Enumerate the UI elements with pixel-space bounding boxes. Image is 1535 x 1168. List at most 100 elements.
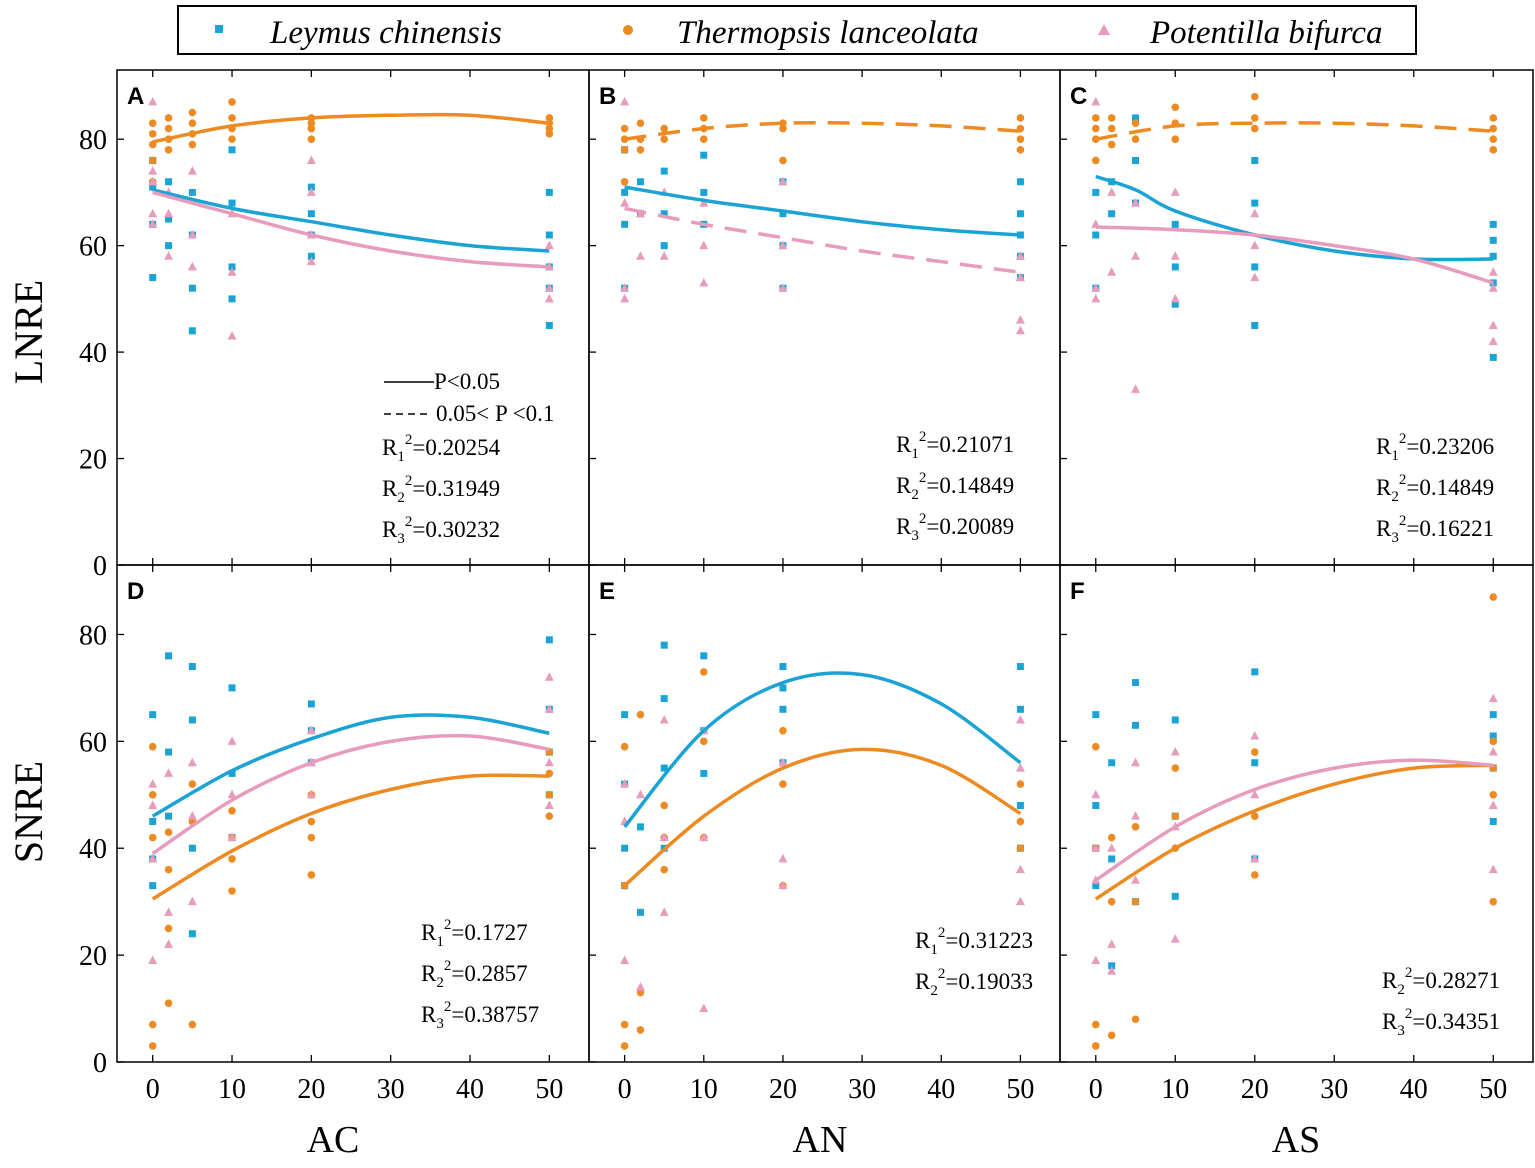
point-potentilla: [1015, 251, 1025, 260]
point-thermopsis: [1091, 124, 1100, 133]
x-tick-label: 30: [848, 1074, 876, 1105]
point-potentilla: [635, 251, 645, 260]
r2-label: R12=0.1727: [421, 917, 528, 950]
point-thermopsis: [660, 135, 669, 143]
point-thermopsis: [1016, 780, 1025, 788]
panel-a: A 0 20 40 60 80 R12=0.20254 R22=0.31949 R32=0.30…: [79, 69, 590, 582]
point-potentilla: [778, 853, 788, 863]
point-potentilla: [1091, 283, 1101, 292]
r2-label: R32=0.34351: [1382, 1006, 1500, 1039]
point-leymus: [621, 220, 629, 228]
point-thermopsis: [1107, 114, 1116, 122]
point-thermopsis: [228, 98, 236, 106]
point-thermopsis: [1107, 140, 1116, 149]
x-tick-label: 40: [1400, 1074, 1428, 1105]
point-potentilla: [1131, 251, 1141, 260]
point-leymus: [1171, 892, 1179, 900]
point-thermopsis: [699, 135, 708, 143]
point-thermopsis: [148, 1020, 157, 1029]
point-thermopsis: [1016, 135, 1025, 143]
point-thermopsis: [1091, 114, 1100, 122]
point-thermopsis: [188, 119, 197, 128]
point-leymus: [149, 183, 157, 191]
r2-label: R22=0.31949: [382, 473, 500, 506]
x-tick-label: 40: [456, 1074, 484, 1105]
point-leymus: [1489, 252, 1497, 260]
fit-curve-potentilla: [624, 206, 1021, 275]
point-thermopsis: [1091, 742, 1100, 751]
point-leymus: [621, 711, 629, 719]
point-thermopsis: [779, 726, 787, 735]
point-leymus: [1092, 231, 1100, 239]
point-potentilla: [148, 219, 158, 228]
point-potentilla: [1170, 293, 1180, 303]
y-tick-label: 60: [79, 727, 107, 758]
y-tick-label: 40: [79, 834, 107, 865]
point-potentilla: [635, 982, 645, 991]
x-tick-label: 50: [1006, 1074, 1034, 1105]
point-leymus: [188, 188, 196, 196]
point-potentilla: [659, 714, 669, 724]
point-leymus: [165, 652, 173, 660]
point-leymus: [188, 844, 196, 852]
point-leymus: [1016, 663, 1024, 671]
y-tick-label: 0: [93, 1048, 107, 1079]
point-leymus: [700, 151, 708, 159]
point-leymus: [228, 769, 236, 777]
point-potentilla: [1170, 747, 1180, 756]
point-potentilla: [1091, 96, 1101, 106]
point-leymus: [1092, 188, 1100, 196]
point-thermopsis: [545, 812, 554, 820]
point-thermopsis: [1489, 146, 1498, 154]
point-leymus: [1171, 716, 1179, 724]
point-leymus: [700, 188, 708, 196]
point-thermopsis: [1489, 124, 1498, 133]
point-thermopsis: [545, 130, 554, 138]
point-leymus: [636, 908, 644, 916]
point-thermopsis: [164, 828, 173, 837]
point-leymus: [165, 215, 173, 223]
fit-curve-leymus: [152, 188, 550, 253]
point-potentilla: [1170, 934, 1180, 943]
point-potentilla: [148, 779, 158, 788]
point-potentilla: [1131, 198, 1141, 207]
point-potentilla: [544, 293, 554, 303]
point-thermopsis: [148, 833, 157, 842]
panel-frame: [1059, 564, 1534, 1063]
x-tick-label: 20: [297, 1074, 325, 1105]
r2-label: R22=0.14849: [896, 470, 1014, 503]
point-potentilla: [620, 96, 630, 106]
point-leymus: [1016, 178, 1024, 186]
point-potentilla: [187, 166, 197, 175]
point-leymus: [1489, 220, 1497, 228]
point-potentilla: [148, 208, 158, 218]
point-thermopsis: [307, 817, 316, 826]
point-leymus: [307, 210, 315, 218]
point-potentilla: [1170, 187, 1180, 196]
point-leymus: [545, 188, 553, 196]
y-axis-title-top: LNRE: [6, 280, 51, 384]
point-potentilla: [227, 789, 237, 799]
point-leymus: [307, 252, 315, 260]
point-leymus: [1108, 210, 1116, 218]
panel-b: B R12=0.21071 R22=0.14849 R32=0.20089: [588, 69, 1061, 566]
point-thermopsis: [1131, 119, 1140, 128]
point-leymus: [165, 748, 173, 756]
fit-curve-leymus: [624, 185, 1021, 237]
point-potentilla: [148, 800, 158, 809]
point-thermopsis: [228, 855, 236, 863]
point-potentilla: [620, 198, 630, 207]
fit-curve-leymus: [151, 713, 550, 818]
point-thermopsis: [1250, 812, 1259, 820]
point-leymus: [228, 263, 236, 271]
point-potentilla: [620, 955, 630, 964]
point-leymus: [1108, 962, 1116, 970]
point-thermopsis: [188, 1020, 197, 1029]
point-thermopsis: [164, 124, 173, 133]
point-potentilla: [778, 176, 788, 186]
r2-label: R12=0.31223: [915, 925, 1033, 958]
point-potentilla: [164, 768, 174, 777]
point-potentilla: [620, 293, 630, 303]
point-potentilla: [1107, 843, 1117, 852]
